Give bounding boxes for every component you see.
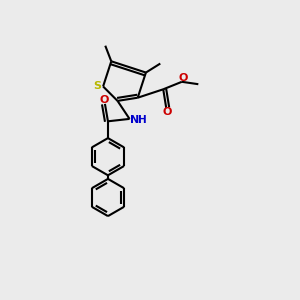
Text: O: O (99, 95, 108, 105)
Text: O: O (178, 73, 188, 83)
Text: S: S (94, 82, 102, 92)
Text: H: H (138, 116, 147, 125)
Text: O: O (162, 106, 172, 116)
Text: N: N (130, 116, 140, 125)
